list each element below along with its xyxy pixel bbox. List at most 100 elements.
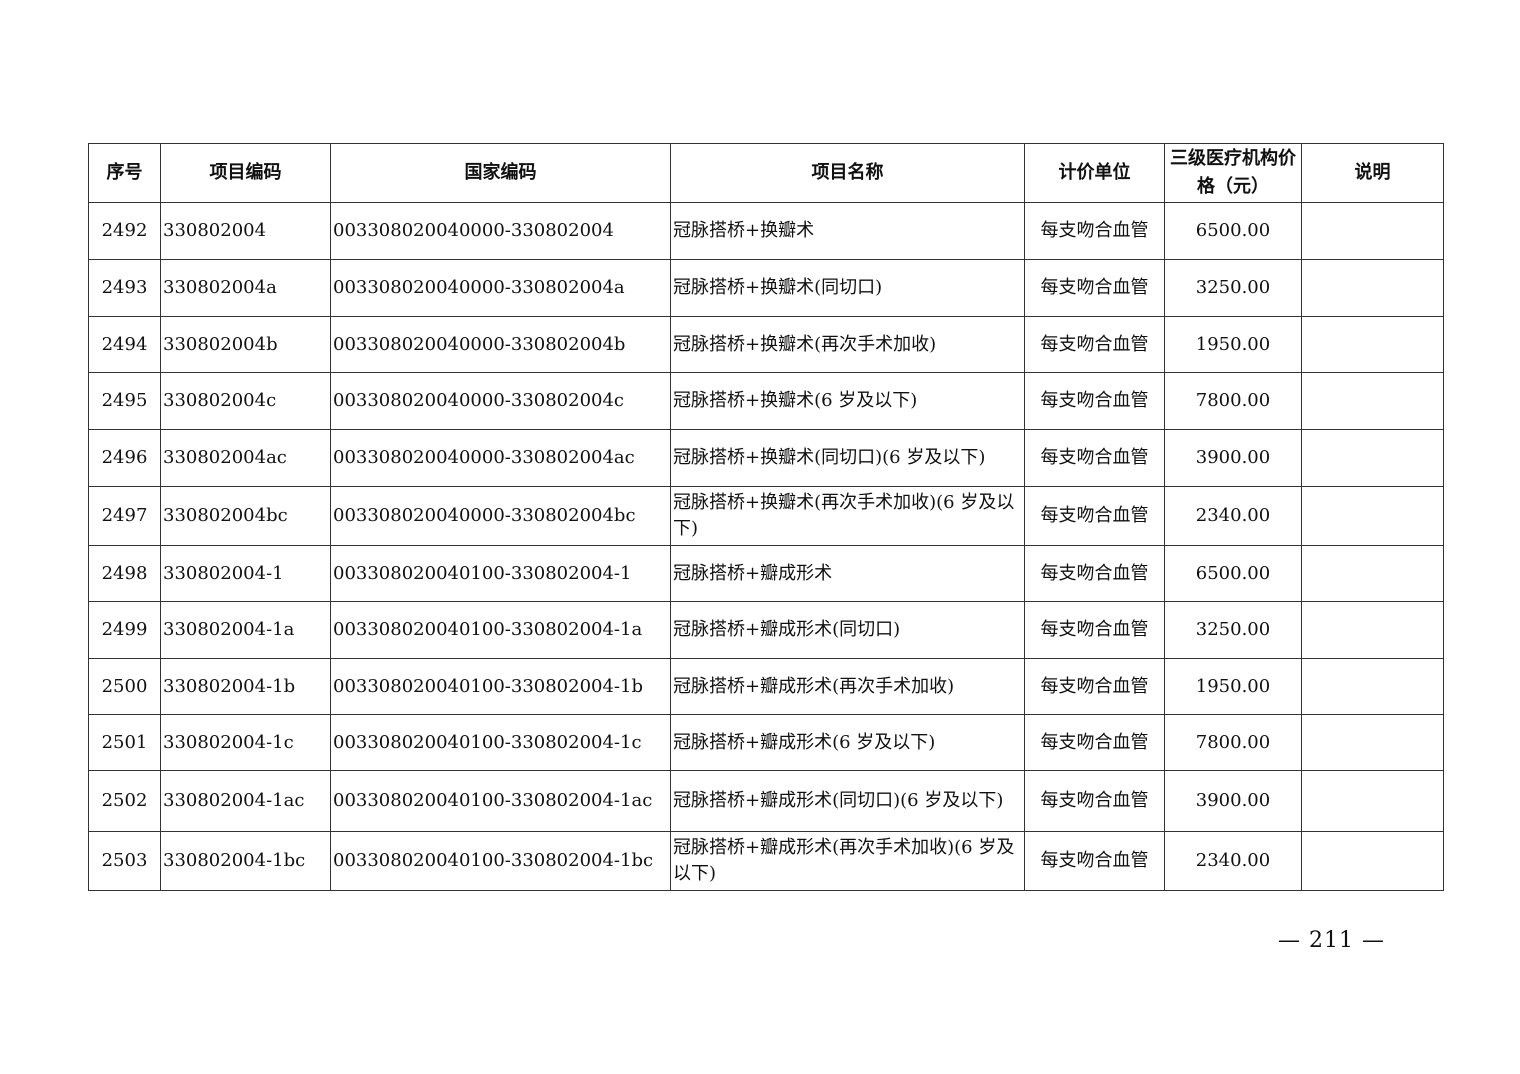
cell-national-code: 003308020040100-330802004-1c [330,714,671,771]
cell-national-code: 003308020040100-330802004-1ac [330,770,671,832]
cell-national-code: 003308020040100-330802004-1bc [330,831,671,891]
cell-national-code: 003308020040100-330802004-1b [330,658,671,715]
cell-unit: 每支吻合血管 [1024,202,1165,260]
cell-item-name: 冠脉搭桥+换瓣术(同切口)(6 岁及以下) [670,429,1025,487]
table-row: 2500 330802004-1b 003308020040100-33080200… [88,658,1444,715]
cell-index: 2502 [88,770,161,832]
cell-item-code: 330802004c [160,372,331,430]
cell-national-code: 003308020040000-330802004ac [330,429,671,487]
cell-index: 2496 [88,429,161,487]
cell-item-name: 冠脉搭桥+换瓣术(同切口) [670,259,1025,317]
cell-note [1301,658,1444,715]
cell-unit: 每支吻合血管 [1024,601,1165,659]
cell-item-code: 330802004-1ac [160,770,331,832]
cell-note [1301,316,1444,373]
cell-unit: 每支吻合血管 [1024,372,1165,430]
cell-unit: 每支吻合血管 [1024,831,1165,891]
cell-index: 2495 [88,372,161,430]
cell-price: 2340.00 [1164,486,1302,546]
cell-price: 6500.00 [1164,202,1302,260]
cell-price: 6500.00 [1164,545,1302,602]
table-row: 2492 330802004 003308020040000-330802004 冠脉… [88,202,1444,260]
cell-price: 3900.00 [1164,770,1302,832]
cell-note [1301,429,1444,487]
cell-item-name: 冠脉搭桥+瓣成形术(6 岁及以下) [670,714,1025,771]
table-row: 2497 330802004bc 003308020040000-330802004… [88,486,1444,546]
cell-price: 7800.00 [1164,714,1302,771]
cell-national-code: 003308020040100-330802004-1a [330,601,671,659]
header-price: 三级医疗机构价格（元） [1164,143,1302,203]
cell-index: 2492 [88,202,161,260]
header-note: 说明 [1301,143,1444,203]
cell-note [1301,372,1444,430]
cell-price: 1950.00 [1164,658,1302,715]
cell-price: 2340.00 [1164,831,1302,891]
cell-item-code: 330802004-1b [160,658,331,715]
cell-index: 2498 [88,545,161,602]
cell-index: 2497 [88,486,161,546]
cell-item-code: 330802004ac [160,429,331,487]
cell-item-name: 冠脉搭桥+瓣成形术 [670,545,1025,602]
cell-national-code: 003308020040000-330802004c [330,372,671,430]
header-item-code: 项目编码 [160,143,331,203]
table-row: 2494 330802004b 003308020040000-330802004b… [88,316,1444,373]
cell-item-code: 330802004a [160,259,331,317]
cell-index: 2499 [88,601,161,659]
cell-price: 3250.00 [1164,601,1302,659]
cell-national-code: 003308020040000-330802004 [330,202,671,260]
table-row: 2502 330802004-1ac 003308020040100-3308020… [88,770,1444,832]
cell-national-code: 003308020040100-330802004-1 [330,545,671,602]
header-index: 序号 [88,143,161,203]
cell-item-code: 330802004-1 [160,545,331,602]
page-number: — 211 — [1278,928,1385,953]
table-row: 2495 330802004c 003308020040000-330802004c… [88,372,1444,430]
cell-national-code: 003308020040000-330802004a [330,259,671,317]
cell-item-name: 冠脉搭桥+换瓣术(再次手术加收)(6 岁及以下) [670,486,1025,546]
cell-item-name: 冠脉搭桥+瓣成形术(再次手术加收)(6 岁及以下) [670,831,1025,891]
cell-item-code: 330802004-1c [160,714,331,771]
cell-unit: 每支吻合血管 [1024,316,1165,373]
cell-unit: 每支吻合血管 [1024,486,1165,546]
cell-price: 3250.00 [1164,259,1302,317]
table-row: 2498 330802004-1 003308020040100-330802004… [88,545,1444,602]
cell-national-code: 003308020040000-330802004b [330,316,671,373]
cell-item-name: 冠脉搭桥+瓣成形术(同切口) [670,601,1025,659]
header-national-code: 国家编码 [330,143,671,203]
cell-note [1301,202,1444,260]
cell-index: 2503 [88,831,161,891]
table-header-row: 序号 项目编码 国家编码 项目名称 计价单位 三级医疗机构价格（元） 说明 [88,143,1444,203]
cell-item-name: 冠脉搭桥+瓣成形术(再次手术加收) [670,658,1025,715]
cell-index: 2500 [88,658,161,715]
cell-index: 2494 [88,316,161,373]
cell-note [1301,831,1444,891]
cell-item-name: 冠脉搭桥+换瓣术(再次手术加收) [670,316,1025,373]
cell-price: 7800.00 [1164,372,1302,430]
cell-item-name: 冠脉搭桥+换瓣术 [670,202,1025,260]
cell-note [1301,259,1444,317]
cell-item-code: 330802004 [160,202,331,260]
cell-item-name: 冠脉搭桥+瓣成形术(同切口)(6 岁及以下) [670,770,1025,832]
cell-note [1301,770,1444,832]
table-row: 2493 330802004a 003308020040000-330802004a… [88,259,1444,317]
cell-item-code: 330802004-1bc [160,831,331,891]
cell-unit: 每支吻合血管 [1024,714,1165,771]
cell-unit: 每支吻合血管 [1024,259,1165,317]
header-unit: 计价单位 [1024,143,1165,203]
table-row: 2499 330802004-1a 003308020040100-33080200… [88,601,1444,659]
cell-unit: 每支吻合血管 [1024,429,1165,487]
cell-item-code: 330802004b [160,316,331,373]
cell-item-name: 冠脉搭桥+换瓣术(6 岁及以下) [670,372,1025,430]
cell-index: 2501 [88,714,161,771]
cell-price: 3900.00 [1164,429,1302,487]
table-row: 2503 330802004-1bc 003308020040100-3308020… [88,831,1444,891]
cell-unit: 每支吻合血管 [1024,545,1165,602]
cell-note [1301,714,1444,771]
cell-index: 2493 [88,259,161,317]
cell-unit: 每支吻合血管 [1024,658,1165,715]
table-row: 2501 330802004-1c 003308020040100-33080200… [88,714,1444,771]
cell-price: 1950.00 [1164,316,1302,373]
table-row: 2496 330802004ac 003308020040000-330802004… [88,429,1444,487]
header-item-name: 项目名称 [670,143,1025,203]
cell-note [1301,545,1444,602]
cell-national-code: 003308020040000-330802004bc [330,486,671,546]
